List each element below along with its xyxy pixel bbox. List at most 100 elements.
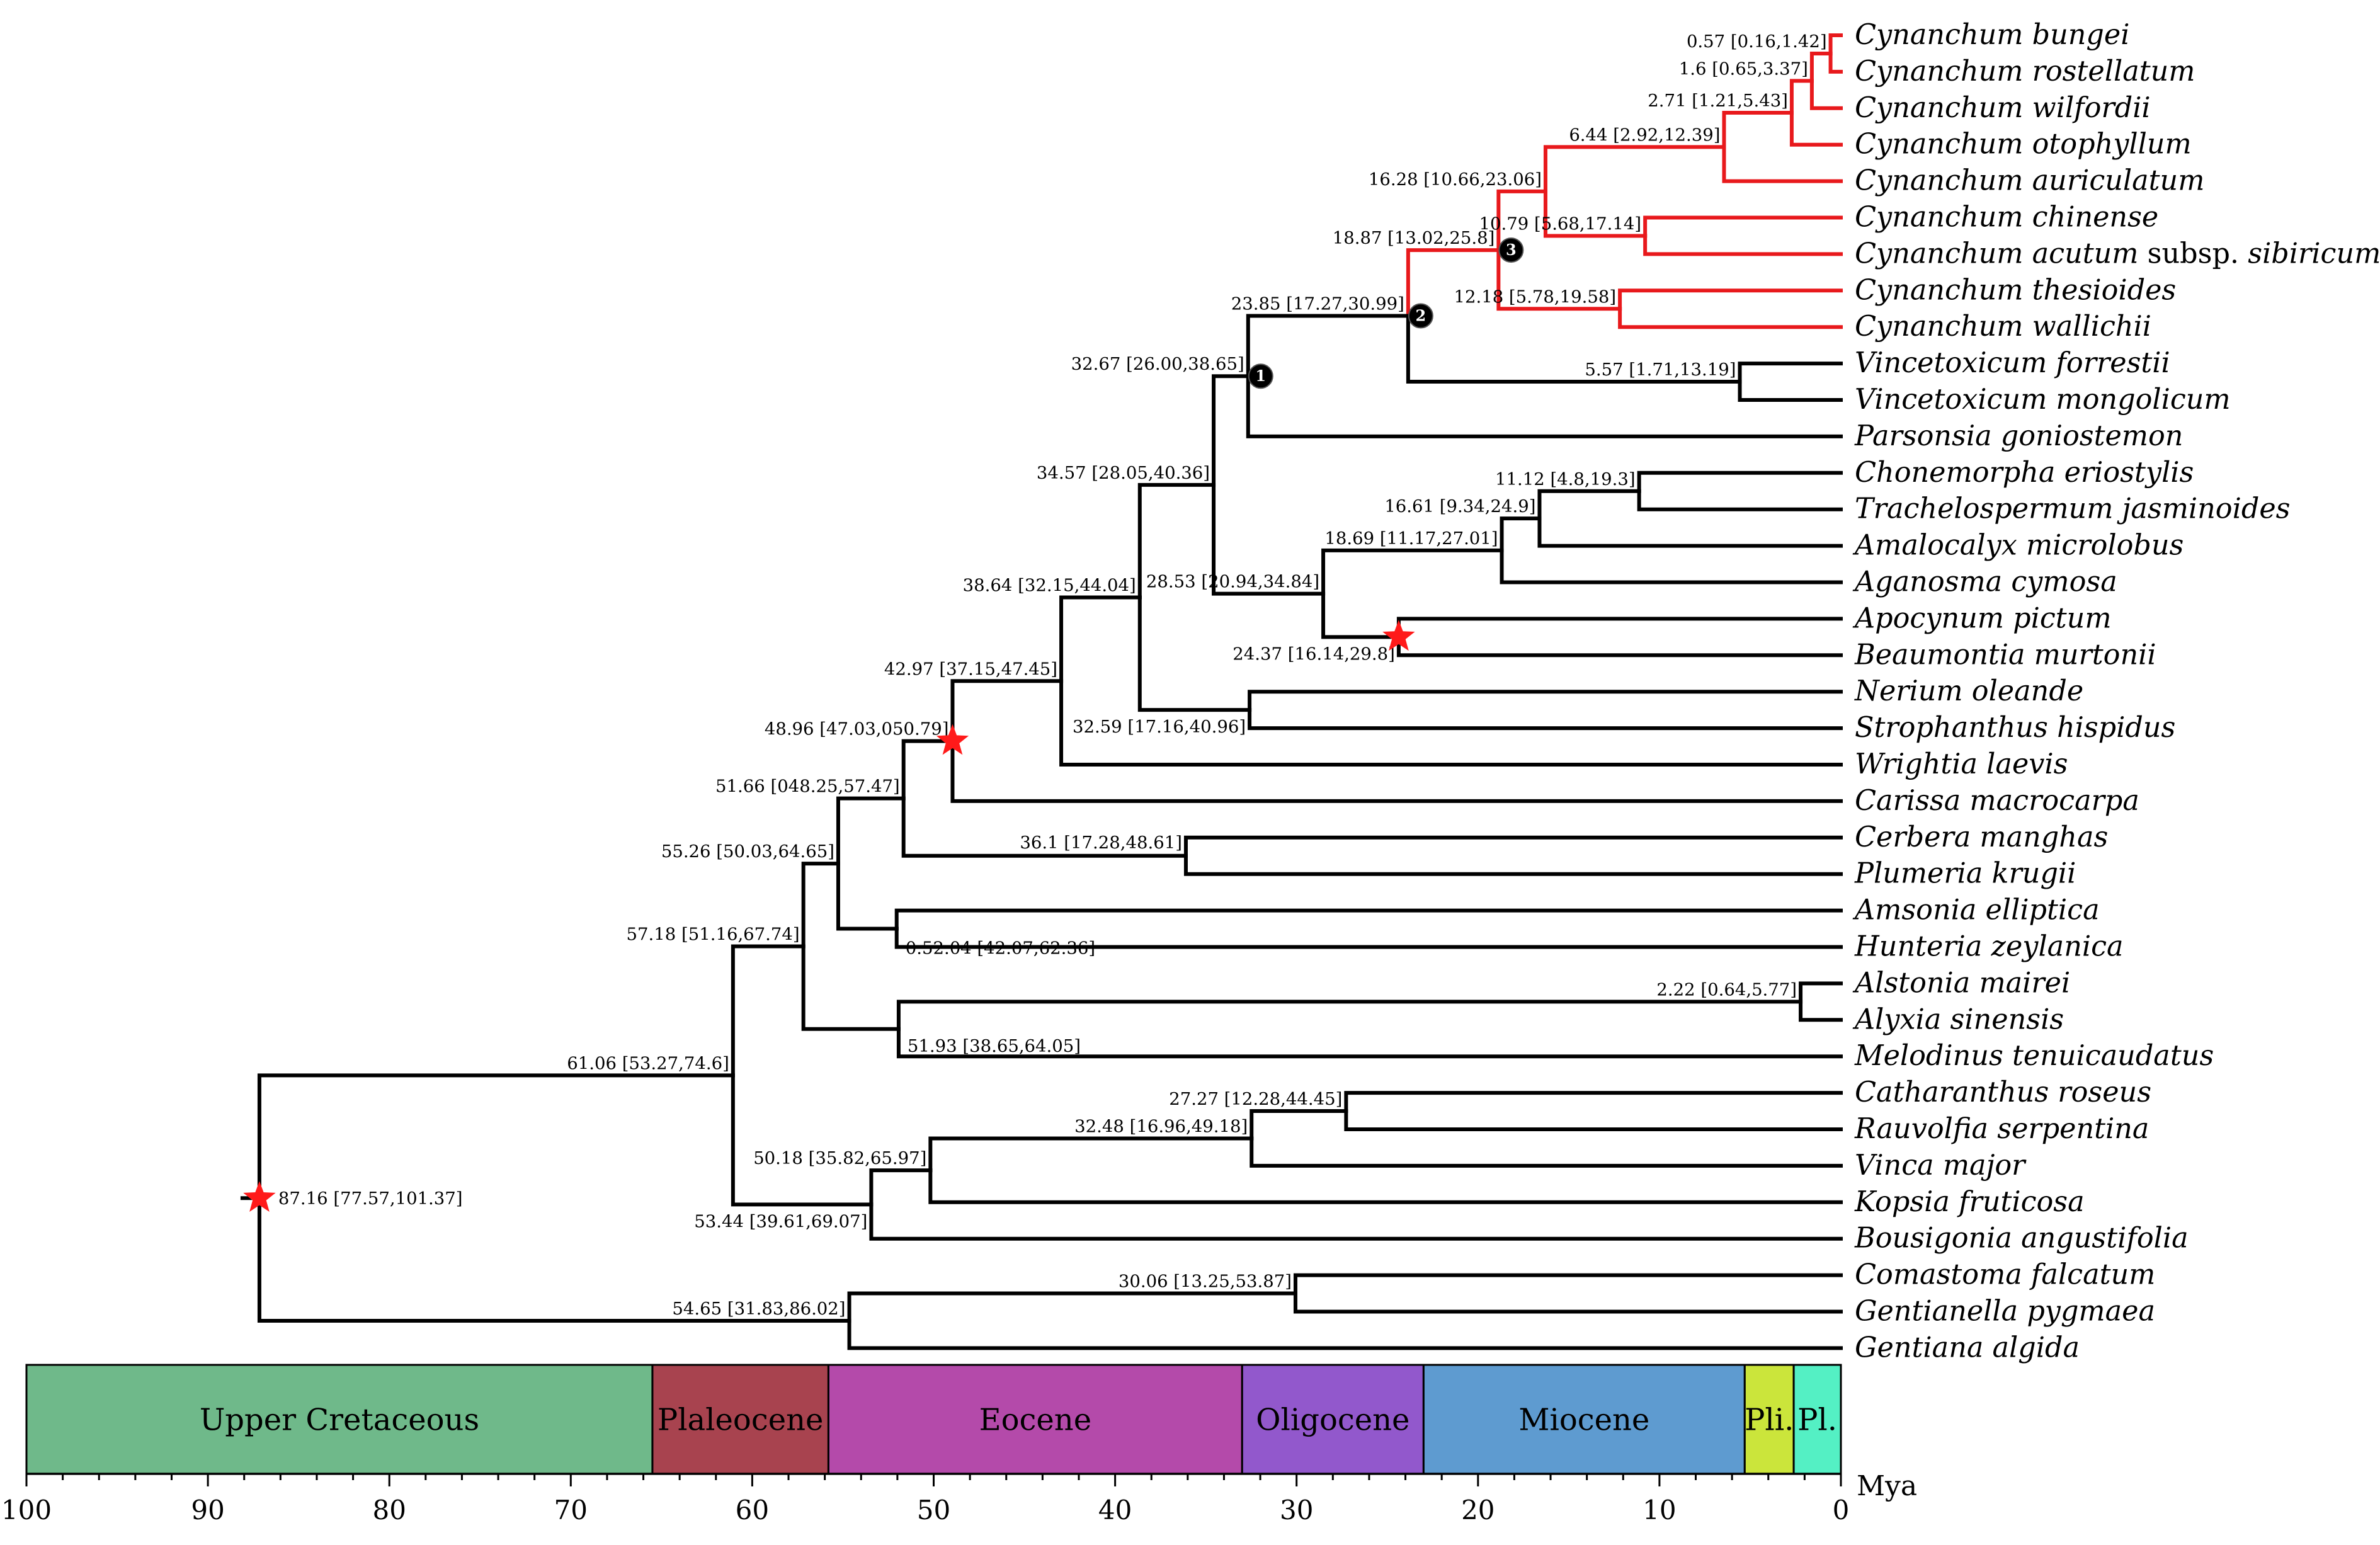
branch — [1406, 248, 1501, 318]
period-block — [651, 1364, 829, 1475]
taxon-name: Gentianella pygmaea — [1855, 1296, 2155, 1328]
taxon-name: Kopsia fruticosa — [1854, 1186, 2085, 1218]
branch — [731, 1073, 874, 1207]
taxon-name: Vincetoxicum forrestii — [1855, 347, 2170, 379]
taxon-label: Vincetoxicum forrestii — [1855, 347, 2170, 379]
node-age-label: 42.97 [37.15,47.45] — [884, 659, 1057, 679]
branch — [1643, 234, 1843, 256]
taxon-name: Melodinus tenuicaudatus — [1854, 1040, 2214, 1072]
period-label: Oligocene — [1256, 1403, 1409, 1438]
branch — [894, 926, 1843, 949]
taxon-name: Trachelospermum jasminoides — [1855, 493, 2291, 525]
period-label: Upper Cretaceous — [200, 1403, 479, 1438]
taxon-label: Cynanchum acutum subsp. sibiricum — [1855, 237, 2380, 270]
node-number: 2 — [1416, 307, 1426, 325]
branch — [1406, 314, 1742, 384]
node-age-label: 32.67 [26.00,38.65] — [1071, 354, 1244, 374]
taxon-label: Rauvolfia serpentina — [1854, 1113, 2149, 1145]
taxon-label: Gentianella pygmaea — [1855, 1296, 2155, 1328]
taxon-label: Parsonsia goniostemon — [1854, 420, 2183, 452]
tick-label: 90 — [191, 1495, 224, 1525]
node-age-label: 28.53 [20.94,34.84] — [1146, 572, 1319, 592]
taxon-name: Vinca major — [1855, 1149, 2027, 1182]
taxon-label: Gentiana algida — [1855, 1331, 2080, 1364]
branch — [1637, 470, 1843, 493]
taxon-label: Vinca major — [1855, 1149, 2027, 1182]
period-label: Eocene — [979, 1403, 1092, 1438]
tree-branches — [240, 33, 1843, 1350]
taxon-name: Strophanthus hispidus — [1855, 712, 2175, 744]
node-age-label: 6.44 [2.92,12.39] — [1569, 125, 1720, 145]
node-age-label: 53.44 [39.61,69.07] — [694, 1211, 867, 1231]
period-label: Miocene — [1518, 1403, 1649, 1438]
taxon-name: Gentiana algida — [1855, 1331, 2080, 1364]
taxon-label: Melodinus tenuicaudatus — [1854, 1040, 2214, 1072]
branch — [1137, 482, 1216, 600]
taxon-label: Amalocalyx microlobus — [1852, 530, 2184, 562]
taxon-name: Plumeria krugii — [1854, 858, 2076, 890]
branch — [950, 679, 1064, 743]
tick-label: 50 — [917, 1495, 950, 1525]
branch — [1789, 79, 1814, 115]
taxon-label: Wrightia laevis — [1855, 748, 2068, 780]
node-age-label: 51.66 [048.25,57.47] — [715, 777, 900, 797]
node-age-label: 12.18 [5.78,19.58] — [1454, 287, 1616, 307]
node-age-label: 5.57 [1.71,13.19] — [1585, 360, 1736, 380]
taxon-label: Nerium oleande — [1854, 675, 2083, 707]
branch — [1293, 1291, 1843, 1314]
taxon-label: Beaumontia murtonii — [1854, 639, 2156, 671]
node-age-label: 61.06 [53.27,74.6] — [567, 1053, 729, 1073]
branch — [1321, 591, 1401, 639]
tick-label: 80 — [372, 1495, 406, 1525]
period-block — [1422, 1364, 1746, 1475]
taxon-label: Aganosma cymosa — [1852, 566, 2117, 598]
node-number-marker — [1408, 303, 1433, 329]
node-age-label: 34.57 [28.05,40.36] — [1037, 463, 1210, 483]
taxon-name: Beaumontia murtonii — [1854, 639, 2156, 671]
taxon-label: Trachelospermum jasminoides — [1855, 493, 2291, 525]
node-number-marker — [1498, 237, 1524, 263]
node-age-label: 50.18 [35.82,65.97] — [753, 1148, 926, 1168]
branch — [1799, 981, 1843, 1004]
branch — [1344, 1091, 1843, 1114]
taxon-label: Hunteria zeylanica — [1854, 931, 2124, 963]
node-age-label: 24.37 [16.14,29.8] — [1233, 644, 1395, 664]
branch — [1543, 189, 1648, 238]
taxon-label: Cynanchum rostellatum — [1855, 55, 2195, 88]
taxon-label: Cerbera manghas — [1855, 821, 2108, 853]
taxon-label: Alyxia sinensis — [1852, 1003, 2064, 1035]
branch — [1246, 314, 1410, 379]
taxon-label: Plumeria krugii — [1854, 858, 2076, 890]
taxon-label: Cynanchum wilfordii — [1855, 92, 2151, 124]
calibration-star-icon — [936, 724, 969, 755]
node-age-label: 2.71 [1.21,5.43] — [1648, 91, 1788, 111]
axis-unit-label: Mya — [1857, 1470, 1917, 1502]
branch — [1246, 374, 1843, 438]
taxon-name: Carissa macrocarpa — [1855, 785, 2139, 817]
taxon-name: Chonemorpha eriostylis — [1855, 457, 2194, 489]
branch — [1293, 1273, 1843, 1296]
taxon-name: Parsonsia goniostemon — [1854, 420, 2183, 452]
node-number: 1 — [1255, 367, 1266, 385]
geologic-timescale-bar: Upper Cretaceous Plaleocene Eocene Oligocen… — [25, 1364, 1842, 1475]
taxon-name: Cynanchum auriculatum — [1855, 165, 2204, 197]
taxon-name: Vincetoxicum mongolicum — [1855, 384, 2231, 416]
branch — [257, 1196, 851, 1323]
period-label: Plaleocene — [658, 1403, 824, 1438]
branch — [1537, 489, 1641, 521]
tick-label: 40 — [1098, 1495, 1132, 1525]
taxon-name: Catharanthus roseus — [1855, 1076, 2151, 1109]
node-number: 3 — [1506, 241, 1517, 259]
node-age-labels: 0.57 [0.16,1.42] 1.6 [0.65,3.37] 2.71 [1.2… — [278, 31, 1827, 1319]
node-age-label: 18.69 [11.17,27.01] — [1324, 528, 1498, 549]
taxon-label: Cynanchum thesioides — [1855, 274, 2176, 306]
branch — [836, 796, 906, 866]
branch — [1396, 635, 1843, 658]
branch — [1500, 516, 1542, 552]
branch — [1799, 1000, 1843, 1022]
period-block — [1743, 1364, 1795, 1475]
branch — [1828, 33, 1843, 55]
branch — [1637, 489, 1843, 511]
node-age-label: 11.12 [4.8,19.3] — [1495, 469, 1636, 489]
